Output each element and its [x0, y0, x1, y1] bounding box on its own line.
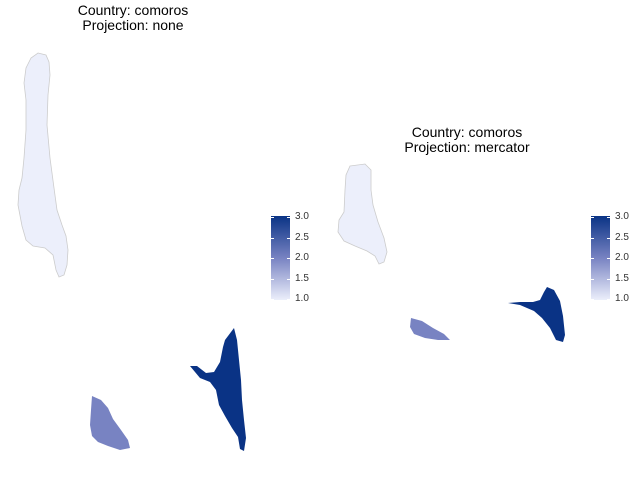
panel-title: Country: comoros Projection: mercator [307, 125, 627, 155]
legend-tick [271, 278, 274, 280]
region-anjouan [190, 328, 246, 451]
legend-tick-label: 3.0 [295, 211, 309, 222]
legend-tick-label: 1.0 [295, 293, 309, 304]
map-panel-none: Country: comoros Projection: none 3.0 2.5… [0, 3, 309, 451]
legend-tick [607, 217, 610, 218]
legend-tick [271, 217, 274, 218]
legend-tick-label: 1.5 [295, 272, 309, 284]
region-anjouan [508, 287, 565, 342]
legend-tick-label: 2.0 [615, 252, 629, 263]
map-canvas [337, 163, 565, 342]
legend-tick [287, 237, 290, 239]
legend-tick-label: 1.0 [615, 293, 629, 304]
region-moheli [90, 396, 130, 450]
legend-tick [591, 217, 594, 218]
colorbar-gradient [271, 216, 290, 300]
map-panel-mercator: Country: comoros Projection: mercator 3.… [320, 0, 640, 480]
legend-tick [591, 237, 594, 239]
title-projection: Projection: mercator [404, 139, 530, 155]
legend-tick [271, 258, 274, 259]
legend-tick [591, 258, 594, 259]
legend-tick-label: 2.5 [615, 231, 629, 243]
legend-tick [287, 278, 290, 280]
legend-tick [287, 299, 290, 300]
region-grande-comore [337, 163, 388, 265]
region-moheli [410, 318, 450, 340]
legend-tick-label: 2.0 [295, 252, 309, 263]
title-country: Country: comoros [77, 2, 189, 18]
legend-tick [607, 299, 610, 300]
map-canvas [17, 52, 246, 451]
title-projection: Projection: none [82, 17, 184, 33]
legend-tick [591, 299, 594, 300]
region-grande-comore [17, 52, 69, 278]
legend-tick [287, 258, 290, 259]
colorbar-gradient [591, 216, 610, 300]
legend-tick-label: 1.5 [615, 272, 629, 284]
panel-title: Country: comoros Projection: none [0, 3, 293, 33]
legend-tick [271, 237, 274, 239]
legend-tick [607, 258, 610, 259]
legend-tick [287, 217, 290, 218]
legend-tick [271, 299, 274, 300]
legend-tick-label: 2.5 [295, 231, 309, 243]
legend-tick [607, 237, 610, 239]
legend-tick-label: 3.0 [615, 211, 629, 222]
legend-tick [591, 278, 594, 280]
title-country: Country: comoros [411, 124, 523, 140]
legend-tick [607, 278, 610, 280]
